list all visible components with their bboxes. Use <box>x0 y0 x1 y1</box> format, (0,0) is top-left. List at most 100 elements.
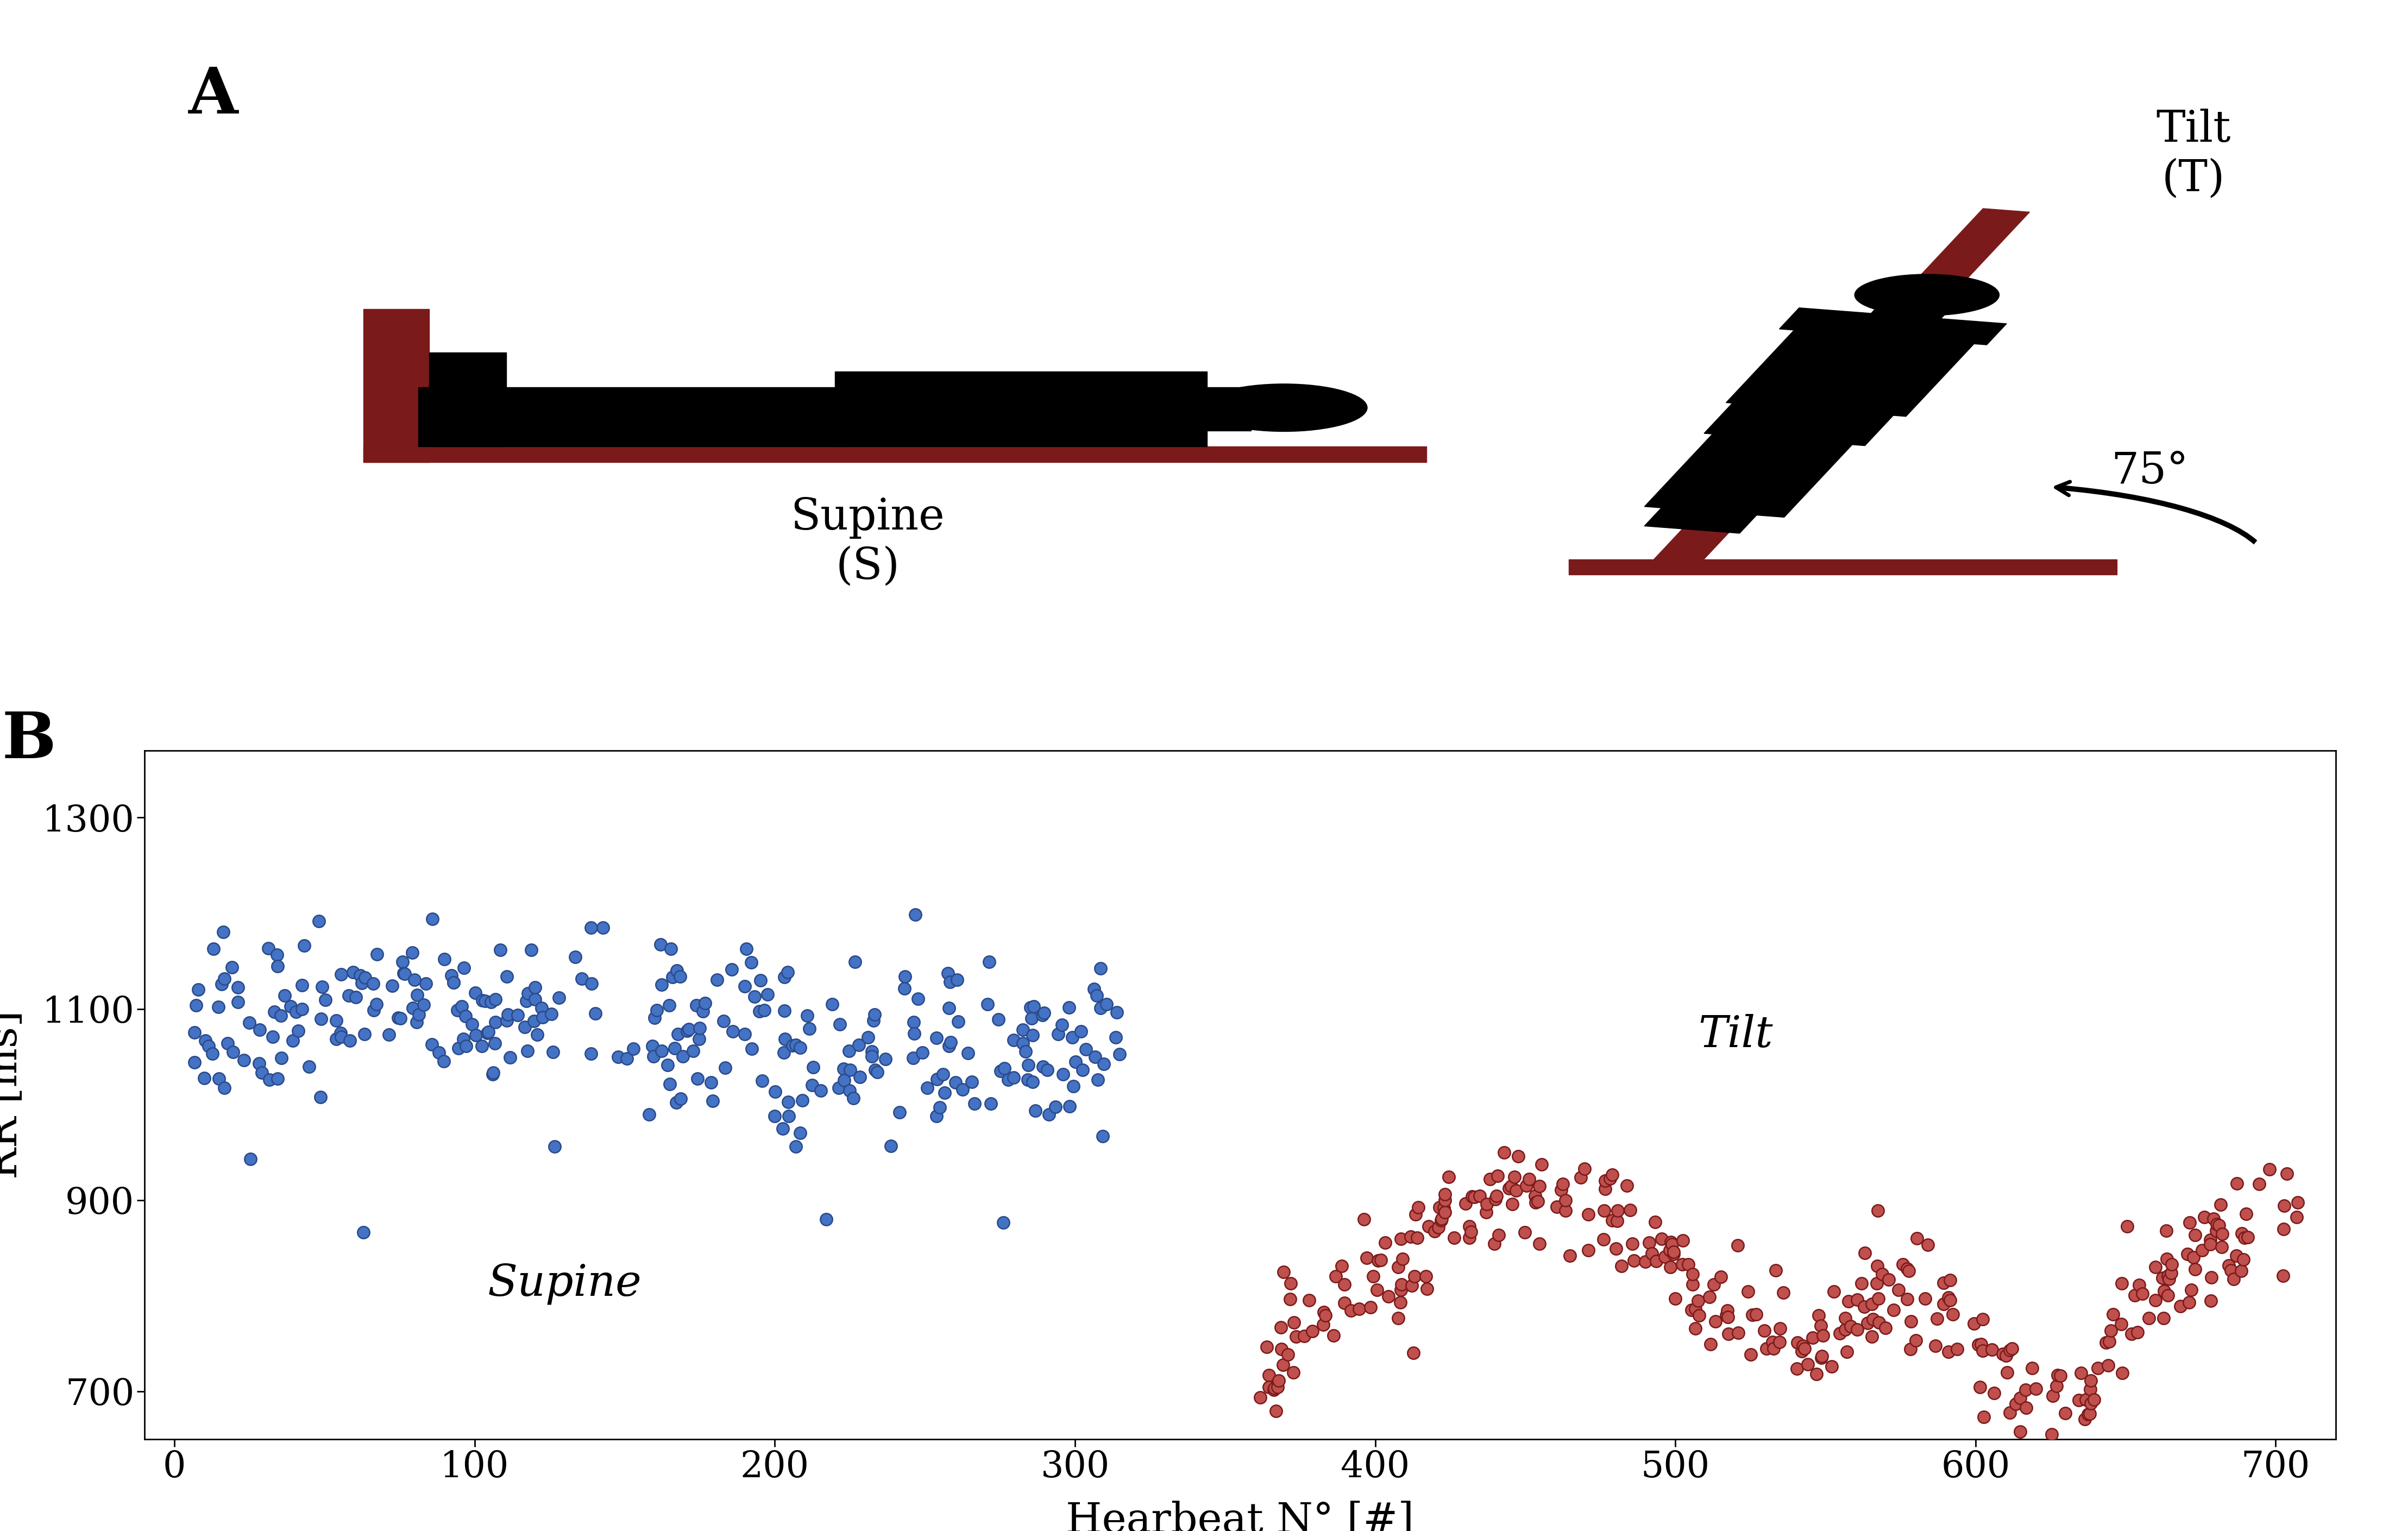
Point <box>973 1092 1011 1116</box>
Point <box>600 1044 638 1069</box>
Point <box>393 940 431 965</box>
Point <box>1363 1248 1401 1272</box>
Point <box>1240 1386 1279 1410</box>
Point <box>2239 1171 2278 1196</box>
Point <box>1965 1405 2003 1430</box>
Text: Tilt: Tilt <box>1698 1014 1772 1056</box>
Point <box>677 994 715 1018</box>
Point <box>219 989 258 1014</box>
Point <box>303 975 342 1000</box>
Point <box>2184 1205 2223 1229</box>
Point <box>1825 1317 1864 1341</box>
Point <box>2071 1392 2109 1416</box>
Point <box>2119 1320 2158 1344</box>
Point <box>523 1004 561 1029</box>
Point <box>833 1085 872 1110</box>
Point <box>783 1089 821 1113</box>
Point <box>1014 994 1052 1018</box>
Point <box>944 1078 982 1102</box>
Point <box>202 972 241 997</box>
Point <box>2148 1246 2186 1271</box>
Point <box>2191 1289 2230 1314</box>
Point <box>1004 1032 1043 1056</box>
Point <box>1476 1232 1515 1257</box>
Point <box>2177 1257 2215 1281</box>
Point <box>756 1079 795 1104</box>
Polygon shape <box>1570 559 2117 574</box>
Point <box>250 935 289 960</box>
Polygon shape <box>836 372 1206 447</box>
Polygon shape <box>429 352 506 447</box>
Point <box>1989 1360 2028 1384</box>
Point <box>1043 1012 1081 1036</box>
Point <box>1630 1229 1669 1254</box>
Point <box>1426 1182 1464 1206</box>
Point <box>2167 1242 2206 1266</box>
Point <box>650 994 689 1018</box>
Point <box>679 1015 718 1040</box>
Point <box>1486 1141 1524 1165</box>
Point <box>498 1003 537 1027</box>
Point <box>176 1020 214 1044</box>
Point <box>178 977 217 1001</box>
Point <box>1382 1277 1421 1301</box>
Point <box>323 1024 361 1049</box>
Polygon shape <box>364 447 1426 462</box>
Point <box>1382 1272 1421 1297</box>
Point <box>1293 1318 1332 1343</box>
Point <box>2071 1401 2109 1425</box>
Point <box>795 1055 833 1079</box>
Point <box>462 989 501 1014</box>
Point <box>486 965 525 989</box>
Point <box>1016 1098 1055 1122</box>
Point <box>1866 1315 1905 1340</box>
Point <box>660 965 698 989</box>
Point <box>2136 1288 2174 1312</box>
Point <box>262 1003 301 1027</box>
Point <box>1332 1298 1370 1323</box>
Point <box>1043 1063 1081 1087</box>
Point <box>980 1007 1019 1032</box>
Point <box>508 1038 547 1063</box>
Point <box>1837 1317 1876 1341</box>
Point <box>1317 1265 1356 1289</box>
Point <box>258 943 296 968</box>
Point <box>1710 1321 1748 1346</box>
Point <box>1917 1334 1955 1358</box>
Point <box>1035 1095 1074 1119</box>
Point <box>2203 1234 2242 1258</box>
Point <box>732 951 771 975</box>
Point <box>1801 1346 1840 1370</box>
Point <box>506 1015 544 1040</box>
Point <box>508 981 547 1006</box>
Point <box>342 971 380 995</box>
Point <box>2006 1378 2044 1402</box>
Point <box>903 1040 942 1064</box>
Point <box>780 1035 819 1059</box>
Point <box>917 1067 956 1092</box>
Point <box>1782 1340 1820 1364</box>
Point <box>1096 1026 1134 1050</box>
Point <box>1960 1375 1999 1399</box>
Point <box>1498 1144 1536 1168</box>
Point <box>1392 1272 1430 1297</box>
Point <box>1380 1254 1418 1278</box>
Point <box>850 1026 889 1050</box>
Point <box>1963 1338 2001 1363</box>
Point <box>1570 1237 1609 1262</box>
Point <box>277 1000 315 1024</box>
Point <box>1466 1200 1505 1225</box>
Point <box>344 1021 383 1046</box>
Point <box>1777 1356 1816 1381</box>
Point <box>1421 1196 1459 1220</box>
Point <box>2264 1194 2302 1219</box>
Point <box>1652 1239 1690 1263</box>
Point <box>1382 1246 1421 1271</box>
Point <box>2174 1245 2213 1269</box>
Point <box>1584 1228 1623 1252</box>
Point <box>431 963 470 987</box>
Point <box>1746 1318 1784 1343</box>
Point <box>1291 1288 1329 1312</box>
Point <box>1324 1272 1363 1297</box>
Point <box>2066 1387 2105 1412</box>
